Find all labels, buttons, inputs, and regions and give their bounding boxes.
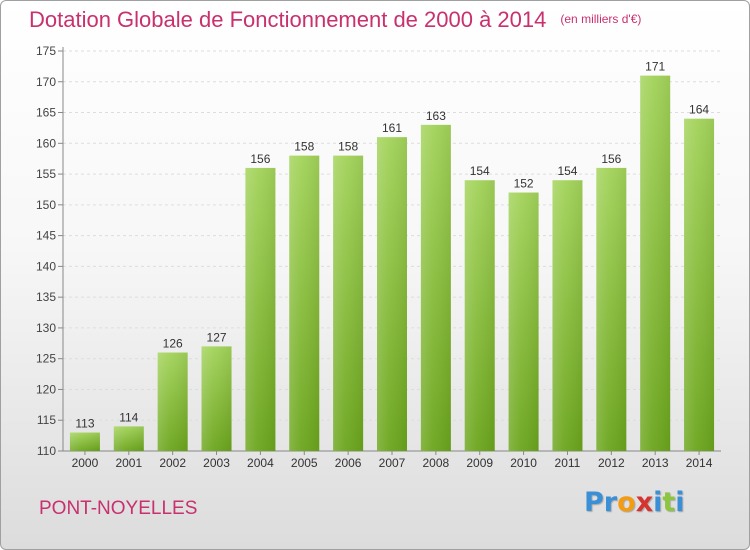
y-tick-label: 110 [37, 444, 56, 458]
bar-shine [113, 426, 144, 451]
x-tick-label: 2014 [686, 456, 713, 470]
logo-letter: t [662, 487, 676, 518]
bar-shine [69, 432, 100, 451]
x-tick-label: 2012 [598, 456, 625, 470]
chart-title: Dotation Globale de Fonctionnement de 20… [29, 7, 641, 33]
chart-title-text: Dotation Globale de Fonctionnement de 20… [29, 7, 547, 32]
x-tick-label: 2006 [335, 456, 362, 470]
bar-shine [201, 346, 232, 451]
bar-shine [552, 180, 583, 451]
y-tick-label: 165 [36, 106, 56, 120]
logo-letter: i [653, 487, 663, 518]
bar-value-label: 158 [294, 140, 314, 154]
bar-value-label: 114 [119, 410, 138, 424]
bar-value-label: 154 [470, 164, 490, 178]
bar-shine [508, 192, 539, 452]
x-tick-label: 2011 [555, 456, 581, 470]
bar-value-label: 164 [689, 103, 709, 117]
bar-shine [596, 167, 627, 451]
x-tick-label: 2010 [510, 456, 537, 470]
x-tick-label: 2007 [379, 456, 406, 470]
bar-shine [333, 155, 364, 451]
x-tick-label: 2009 [466, 456, 493, 470]
bar-value-label: 156 [250, 152, 270, 166]
bar-value-label: 158 [338, 140, 358, 154]
y-tick-label: 120 [36, 382, 56, 396]
bar-shine [289, 155, 320, 451]
y-tick-label: 145 [36, 229, 56, 243]
bar-shine [640, 75, 671, 451]
proxiti-logo[interactable]: Proxiti [584, 487, 685, 518]
bar-value-label: 171 [645, 60, 665, 74]
logo-letter: x [635, 487, 654, 518]
x-tick-label: 2004 [247, 456, 274, 470]
bar-value-label: 127 [207, 330, 227, 344]
bar-shine [377, 137, 407, 451]
y-tick-label: 130 [36, 321, 56, 335]
x-tick-label: 2003 [203, 456, 230, 470]
y-tick-label: 170 [36, 75, 56, 89]
y-tick-label: 160 [36, 136, 56, 150]
y-tick-label: 125 [36, 352, 56, 366]
y-tick-label: 150 [36, 198, 56, 212]
logo-letter: r [603, 487, 618, 518]
bar-shine [464, 180, 495, 451]
bar-value-label: 154 [557, 164, 577, 178]
bar-value-label: 113 [75, 417, 94, 431]
x-tick-label: 2001 [115, 456, 142, 470]
logo-letter: P [584, 487, 604, 518]
bar-value-label: 156 [601, 152, 621, 166]
bar-shine [420, 124, 451, 451]
bar-shine [684, 118, 715, 451]
bar-value-label: 163 [426, 109, 446, 123]
bar-shine [157, 352, 188, 451]
logo-letter: i [675, 487, 685, 518]
y-tick-label: 135 [36, 290, 56, 304]
x-tick-label: 2013 [642, 456, 669, 470]
x-tick-label: 2008 [423, 456, 450, 470]
x-tick-label: 2002 [159, 456, 186, 470]
y-tick-label: 140 [36, 259, 56, 273]
bar-shine [245, 167, 276, 451]
bar-value-label: 126 [163, 337, 183, 351]
bar-value-label: 152 [514, 177, 534, 191]
y-tick-label: 155 [36, 167, 56, 181]
logo-letter: o [617, 487, 636, 518]
bar-value-label: 161 [382, 121, 402, 135]
chart-subtitle: (en milliers d'€) [560, 12, 642, 26]
commune-name: PONT-NOYELLES [39, 498, 198, 519]
x-tick-label: 2000 [72, 456, 99, 470]
x-tick-label: 2005 [291, 456, 318, 470]
plot-area: 110 115 120 125 130 135 140 145 150 155 160 165 170 1… [36, 44, 721, 470]
y-tick-label: 175 [36, 44, 56, 58]
y-tick-label: 115 [37, 413, 56, 427]
